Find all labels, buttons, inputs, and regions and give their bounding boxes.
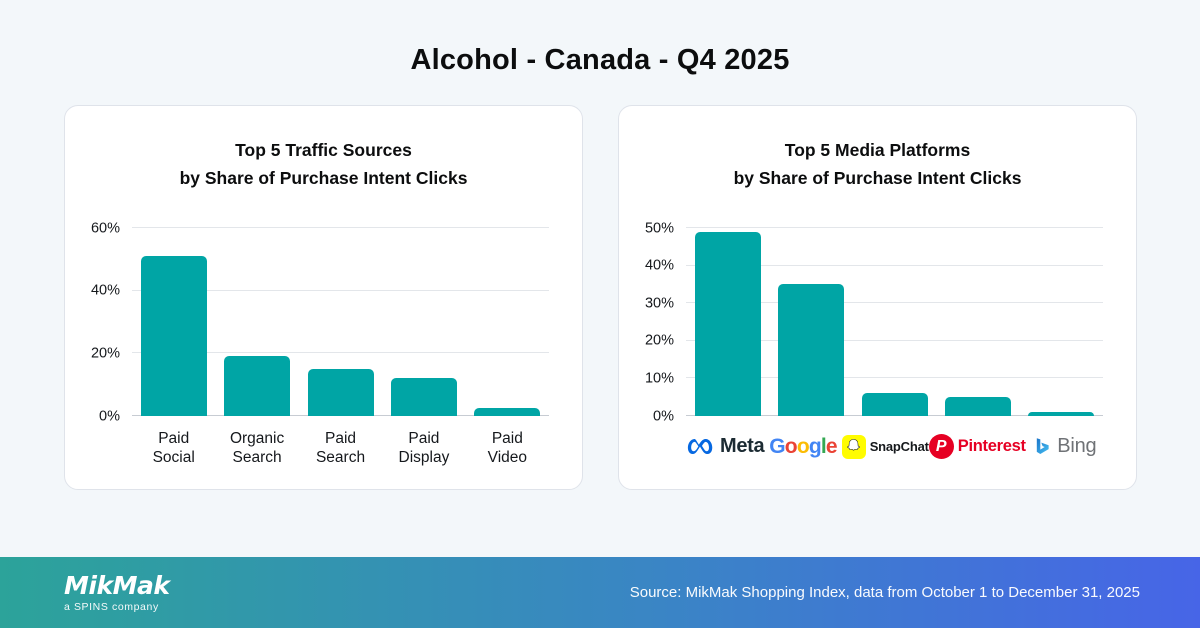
x-axis-label: Organic Search (229, 430, 285, 466)
y-tick-label: 40% (90, 282, 120, 299)
bars-group (132, 228, 549, 416)
bar-bing (1028, 412, 1095, 416)
media-platforms-chart-title: Top 5 Media Platforms by Share of Purcha… (619, 136, 1136, 192)
media-platforms-plot-area: 0% 10% 20% 30% 40% 50% (645, 221, 1103, 423)
bar-pinterest (944, 397, 1011, 416)
snapchat-wordmark: SnapChat (869, 439, 929, 454)
meta-wordmark: Meta (720, 435, 765, 457)
x-axis-label: Paid Video (487, 430, 528, 466)
chart-title-line2: by Share of Purchase Intent Clicks (733, 168, 1022, 188)
gridline-50% (686, 227, 1103, 228)
traffic-sources-chart-title: Top 5 Traffic Sources by Share of Purcha… (65, 136, 582, 192)
x-axis-label: Paid Search (315, 430, 366, 466)
snapchat-logo: SnapChat (841, 434, 929, 459)
snapchat-ghost-icon (841, 434, 866, 459)
gridline-40% (686, 264, 1103, 266)
y-tick-label: 0% (99, 407, 120, 424)
gridline-60% (132, 227, 549, 228)
bar-snapchat (861, 393, 928, 416)
google-logo: Google (769, 435, 837, 459)
bars-group (686, 228, 1103, 416)
y-tick-label: 20% (90, 345, 120, 362)
pinterest-logo: P Pinterest (928, 434, 1026, 459)
chart-title-line2: by Share of Purchase Intent Clicks (179, 168, 468, 188)
bar-organic-search (224, 356, 291, 416)
bar-paid-video (474, 408, 541, 416)
google-wordmark: Google (769, 434, 837, 458)
traffic-sources-chart-card: Top 5 Traffic Sources by Share of Purcha… (64, 105, 583, 490)
bar-google (778, 284, 845, 416)
y-tick-label: 50% (644, 219, 674, 236)
pinterest-wordmark: Pinterest (957, 437, 1026, 455)
y-tick-label: 40% (644, 257, 674, 274)
charts-row: Top 5 Traffic Sources by Share of Purcha… (64, 105, 1137, 490)
mikmak-logo-subtext: a SPINS company (64, 600, 159, 613)
meta-infinity-icon (687, 439, 713, 454)
chart-title-line1: Top 5 Traffic Sources (235, 140, 412, 160)
bing-logo: Bing (1032, 435, 1097, 458)
y-tick-label: 30% (644, 294, 674, 311)
bar-paid-display (390, 378, 457, 416)
gridline-20% (132, 352, 549, 354)
bar-meta (694, 231, 761, 416)
mikmak-logo-text: MikMak (64, 570, 170, 600)
page-title: Alcohol - Canada - Q4 2025 (410, 44, 790, 76)
media-platforms-chart-card: Top 5 Media Platforms by Share of Purcha… (618, 105, 1137, 490)
x-axis-label: Paid Social (152, 430, 195, 466)
bing-b-icon (1037, 438, 1049, 454)
traffic-sources-x-axis-labels: Paid Social Organic Search Paid Search Paid Dis… (132, 429, 549, 467)
meta-logo: Meta (686, 435, 765, 458)
gridline-10% (686, 377, 1103, 379)
bar-paid-search (307, 369, 374, 416)
y-tick-label: 10% (644, 370, 674, 387)
media-platforms-x-axis-logos: Meta Google SnapChat (686, 434, 1103, 459)
gridline-20% (686, 339, 1103, 341)
x-axis-label: Paid Display (398, 430, 450, 466)
y-tick-label: 0% (653, 407, 674, 424)
y-tick-label: 20% (644, 332, 674, 349)
mikmak-logo: MikMak a SPINS company (64, 570, 170, 613)
footer-banner: MikMak a SPINS company Source: MikMak Sh… (0, 557, 1200, 628)
gridline-40% (132, 289, 549, 291)
bar-paid-social (140, 256, 207, 416)
gridline-30% (686, 302, 1103, 304)
bing-wordmark: Bing (1057, 435, 1097, 457)
source-attribution: Source: MikMak Shopping Index, data from… (629, 584, 1140, 601)
chart-title-line1: Top 5 Media Platforms (784, 140, 971, 160)
y-tick-label: 60% (90, 219, 120, 236)
pinterest-p-icon: P (928, 434, 954, 459)
traffic-sources-plot-area: 0% 20% 40% 60% (91, 221, 549, 423)
